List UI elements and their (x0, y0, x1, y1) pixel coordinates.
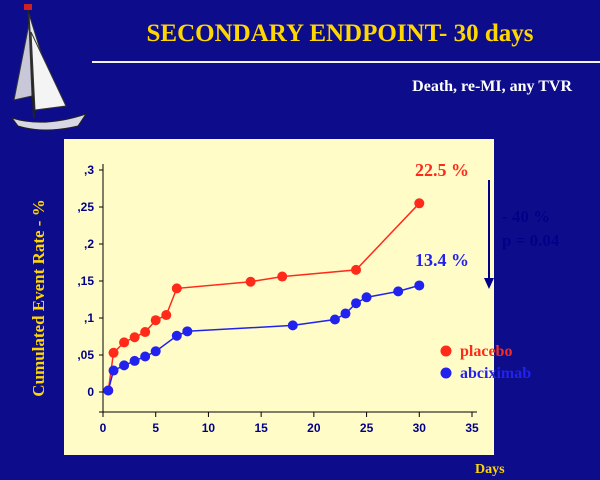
data-point-abciximab (129, 355, 140, 366)
legend-marker-placebo (440, 345, 452, 357)
data-point-placebo (171, 283, 182, 294)
legend-label-abciximab: abciximab (460, 365, 531, 382)
data-point-abciximab (171, 330, 182, 341)
y-axis-label: Cumulated Event Rate - % (29, 199, 48, 396)
x-tick-label: 30 (413, 421, 427, 435)
data-point-abciximab (287, 320, 298, 331)
sailboat-icon (10, 4, 88, 131)
slide-subtitle: Death, re-MI, any TVR (412, 78, 572, 95)
y-tick-label: ,15 (77, 274, 94, 288)
data-point-placebo (351, 264, 362, 275)
x-tick-label: 15 (254, 421, 268, 435)
title-divider (92, 61, 600, 63)
data-point-placebo (245, 276, 256, 287)
x-tick-label: 5 (152, 421, 159, 435)
abciximab-final-annotation: 13.4 % (415, 250, 469, 270)
slide-title: SECONDARY ENDPOINT- 30 days (146, 20, 534, 47)
data-point-abciximab (182, 326, 193, 337)
data-point-abciximab (140, 351, 151, 362)
data-point-placebo (108, 347, 119, 358)
legend-marker-abciximab (440, 367, 452, 379)
data-point-placebo (129, 332, 140, 343)
data-point-abciximab (414, 280, 425, 291)
data-point-abciximab (150, 346, 161, 357)
legend-label-placebo: placebo (460, 343, 512, 360)
data-point-placebo (414, 198, 425, 209)
data-point-abciximab (393, 286, 404, 297)
x-axis-label: Days (475, 462, 505, 477)
x-tick-label: 0 (100, 421, 107, 435)
plot-area (64, 139, 494, 455)
data-point-placebo (161, 310, 172, 321)
data-point-abciximab (361, 292, 372, 303)
data-point-abciximab (351, 298, 362, 309)
data-point-abciximab (119, 360, 130, 371)
y-tick-label: 0 (87, 385, 94, 399)
axes: 0 ,05 ,1 ,15 ,2 ,25 ,3 0 5 10 15 20 25 30 35 (77, 163, 479, 435)
x-tick-label: 25 (360, 421, 374, 435)
reduction-arrow-head (484, 278, 494, 289)
x-tick-label: 10 (202, 421, 216, 435)
y-tick-label: ,25 (77, 200, 94, 214)
reduction-annotation: - 40 % (502, 207, 550, 226)
y-tick-label: ,1 (84, 311, 94, 325)
data-point-abciximab (329, 314, 340, 325)
data-point-placebo (277, 271, 288, 282)
y-tick-label: ,05 (77, 348, 94, 362)
data-point-placebo (150, 315, 161, 326)
data-point-abciximab (103, 385, 114, 396)
x-tick-label: 20 (307, 421, 321, 435)
placebo-final-annotation: 22.5 % (415, 160, 469, 180)
series-points (103, 198, 425, 396)
pvalue-annotation: p = 0.04 (502, 231, 560, 250)
data-point-placebo (119, 337, 130, 348)
y-tick-label: ,3 (84, 163, 94, 177)
data-point-abciximab (108, 365, 119, 376)
x-tick-label: 35 (465, 421, 479, 435)
y-tick-label: ,2 (84, 237, 94, 251)
data-point-abciximab (340, 308, 351, 319)
data-point-placebo (140, 327, 151, 338)
